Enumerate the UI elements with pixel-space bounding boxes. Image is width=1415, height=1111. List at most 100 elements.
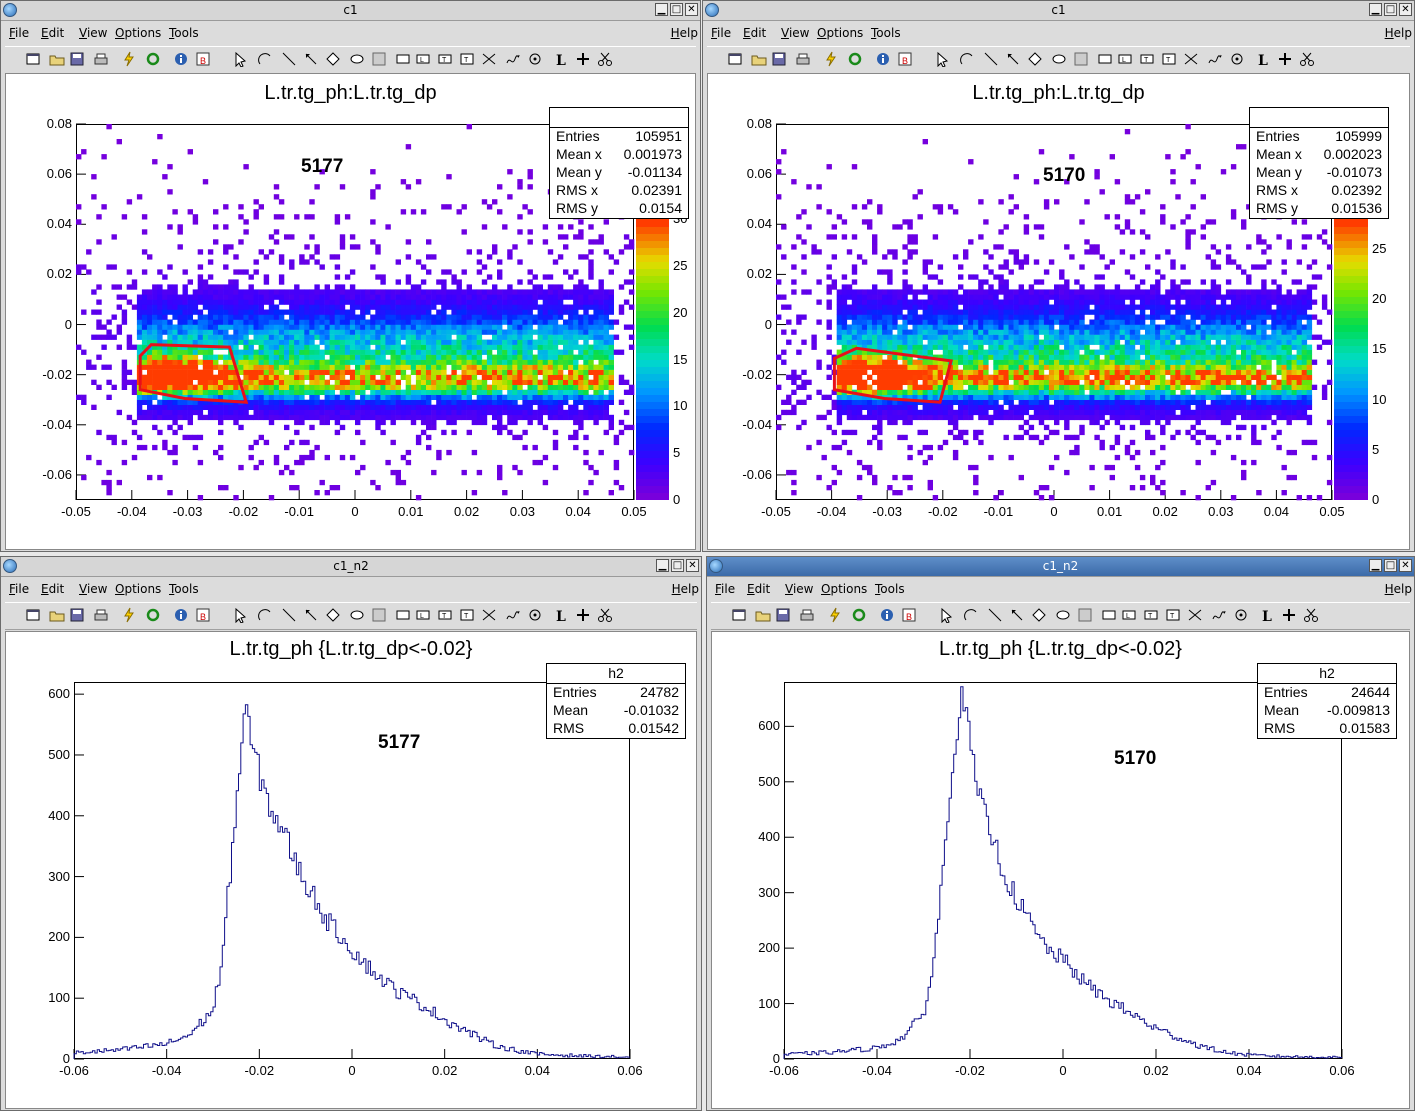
heatmap-cell <box>136 194 143 200</box>
menu-help[interactable]: Help <box>1384 26 1412 40</box>
new-canvas-icon[interactable] <box>25 51 41 67</box>
latex-icon[interactable]: L <box>553 51 569 67</box>
maximize-icon[interactable]: □ <box>670 3 683 16</box>
latex-icon[interactable]: L <box>1255 51 1271 67</box>
heatmap-cell <box>147 374 153 380</box>
stats-box[interactable]: Entries 105951 Mean x 0.001973 Mean y -0.0113… <box>549 107 689 219</box>
heatmap-cell <box>299 324 305 330</box>
menu-file[interactable]: File <box>9 26 30 40</box>
heatmap-cell <box>1064 319 1070 325</box>
heatmap-cell <box>947 399 954 405</box>
line-icon[interactable] <box>281 51 297 67</box>
menu-edit[interactable]: Edit <box>41 26 65 40</box>
heatmap-cell <box>781 359 787 365</box>
pavestext-icon[interactable]: T <box>459 51 475 67</box>
canvas-window-c1-left[interactable]: c1 ▁ □ ✕ File Edit View Options Tools Help B L T T L L.… <box>0 0 701 552</box>
pavelabel-icon[interactable]: L <box>415 51 431 67</box>
heatmap-cell <box>431 254 437 260</box>
print-icon[interactable] <box>93 51 109 67</box>
cut-icon[interactable] <box>1299 51 1315 67</box>
menu-file[interactable]: File <box>711 26 732 40</box>
menu-options[interactable]: Options <box>817 26 864 40</box>
maximize-icon[interactable]: □ <box>1384 3 1397 16</box>
browser-icon[interactable]: B <box>897 51 913 67</box>
heatmap-cell <box>542 394 549 400</box>
heatmap-cell <box>446 344 452 350</box>
pavetext-icon[interactable]: T <box>1139 51 1155 67</box>
curlyline-icon[interactable] <box>505 51 521 67</box>
heatmap-cell <box>861 329 868 335</box>
graph-icon[interactable] <box>481 51 497 67</box>
minimize-icon[interactable]: ▁ <box>655 3 668 16</box>
menu-options[interactable]: Options <box>115 26 162 40</box>
heatmap-cell <box>355 379 361 385</box>
cross-icon[interactable] <box>1277 51 1293 67</box>
pave-icon[interactable] <box>395 51 411 67</box>
title-bar[interactable]: c1 ▁ □ ✕ <box>1 1 700 21</box>
plot-canvas[interactable]: L.tr.tg_ph:L.tr.tg_dp -0.05 -0.04 -0.03 -0.0… <box>5 73 696 550</box>
app-icon[interactable] <box>3 3 17 17</box>
diamond-icon[interactable] <box>325 51 341 67</box>
marker-icon[interactable] <box>527 51 543 67</box>
heatmap-cell <box>973 384 979 390</box>
heatmap-cell <box>588 259 594 265</box>
title-bar[interactable]: c1 ▁ □ ✕ <box>703 1 1414 21</box>
menu-edit[interactable]: Edit <box>743 26 767 40</box>
ellipse-icon[interactable] <box>349 51 365 67</box>
save-icon[interactable] <box>69 51 85 67</box>
arrow-icon[interactable] <box>1005 51 1021 67</box>
pad-icon[interactable] <box>371 51 387 67</box>
arc-icon[interactable] <box>959 51 975 67</box>
menu-help[interactable]: Help <box>670 26 698 40</box>
heatmap-cell <box>1023 334 1030 340</box>
cut-icon[interactable] <box>597 51 613 67</box>
menu-view[interactable]: View <box>781 26 810 40</box>
minimize-icon[interactable]: ▁ <box>1369 3 1382 16</box>
browser-icon[interactable]: B <box>195 51 211 67</box>
info-icon[interactable] <box>173 51 189 67</box>
arc-icon[interactable] <box>257 51 273 67</box>
line-icon[interactable] <box>983 51 999 67</box>
pointer-icon[interactable] <box>233 51 249 67</box>
heatmap-cell <box>1013 289 1019 295</box>
refresh-icon[interactable] <box>145 51 161 67</box>
print-icon[interactable] <box>795 51 811 67</box>
menu-view[interactable]: View <box>79 26 108 40</box>
pavestext-icon[interactable]: T <box>1161 51 1177 67</box>
pave-icon[interactable] <box>1097 51 1113 67</box>
pavetext-icon[interactable]: T <box>437 51 453 67</box>
heatmap-cell <box>1064 409 1070 416</box>
canvas-window-c1-right[interactable]: c1 ▁ □ ✕ File Edit View Options Tools Help B L T T L L.… <box>702 0 1415 552</box>
heatmap-cell <box>385 334 391 340</box>
graph-icon[interactable] <box>1183 51 1199 67</box>
heatmap-cell <box>588 249 594 255</box>
heatmap-cell <box>1094 349 1100 355</box>
diamond-icon[interactable] <box>1027 51 1043 67</box>
pad-icon[interactable] <box>1073 51 1089 67</box>
heatmap-cell <box>537 404 543 410</box>
save-icon[interactable] <box>771 51 787 67</box>
menu-tools[interactable]: Tools <box>871 26 901 40</box>
app-icon[interactable] <box>705 3 719 17</box>
open-icon[interactable] <box>751 51 767 67</box>
lightning-icon[interactable] <box>121 51 137 67</box>
menu-tools[interactable]: Tools <box>169 26 199 40</box>
info-icon[interactable] <box>875 51 891 67</box>
lightning-icon[interactable] <box>823 51 839 67</box>
open-icon[interactable] <box>49 51 65 67</box>
refresh-icon[interactable] <box>847 51 863 67</box>
new-canvas-icon[interactable] <box>727 51 743 67</box>
heatmap-cell <box>309 424 315 431</box>
curlyline-icon[interactable] <box>1207 51 1223 67</box>
close-icon[interactable]: ✕ <box>1399 3 1412 16</box>
heatmap-cell <box>329 319 335 325</box>
heatmap-cell <box>344 339 351 345</box>
plot-canvas[interactable]: L.tr.tg_ph:L.tr.tg_dp -0.05 -0.04 -0.03 -0.0… <box>707 73 1410 550</box>
pointer-icon[interactable] <box>935 51 951 67</box>
ellipse-icon[interactable] <box>1051 51 1067 67</box>
arrow-icon[interactable] <box>303 51 319 67</box>
marker-icon[interactable] <box>1229 51 1245 67</box>
pavelabel-icon[interactable]: L <box>1117 51 1133 67</box>
close-icon[interactable]: ✕ <box>685 3 698 16</box>
cross-icon[interactable] <box>575 51 591 67</box>
